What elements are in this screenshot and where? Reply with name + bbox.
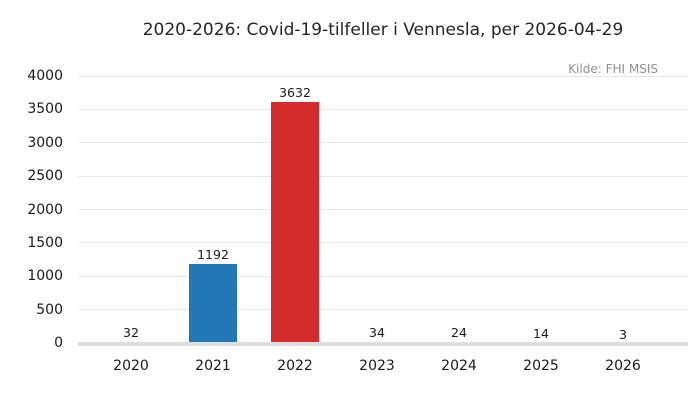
x-tick-label: 2026 — [605, 358, 641, 374]
bar-2022 — [271, 101, 319, 344]
bar-value-label: 32 — [123, 324, 139, 340]
gridline — [78, 142, 688, 144]
y-tick-label: 3000 — [27, 134, 63, 151]
gridline — [78, 309, 688, 311]
gridline — [78, 242, 688, 244]
x-tick-label: 2024 — [441, 358, 477, 374]
chart-title: 2020-2026: Covid-19-tilfeller i Vennesla… — [142, 20, 624, 40]
gridline — [78, 275, 688, 277]
y-tick-label: 3500 — [27, 101, 63, 118]
bar-value-label: 3632 — [279, 84, 311, 100]
x-tick-label: 2022 — [277, 358, 313, 374]
x-axis-line — [78, 341, 688, 346]
gridline — [78, 175, 688, 177]
y-tick-label: 500 — [36, 301, 63, 318]
gridline — [78, 108, 688, 110]
bar-value-label: 3 — [619, 326, 627, 342]
y-tick-label: 2000 — [27, 201, 63, 218]
bar-value-label: 34 — [369, 324, 385, 340]
y-tick-label: 4000 — [27, 68, 63, 84]
x-tick-label: 2025 — [523, 358, 559, 374]
y-tick-label: 1000 — [27, 268, 63, 285]
bar-value-label: 1192 — [197, 247, 229, 263]
bar-2021 — [189, 264, 237, 344]
x-tick-label: 2020 — [113, 358, 149, 374]
y-tick-label: 0 — [54, 335, 63, 351]
y-tick-label: 1500 — [27, 234, 63, 251]
x-tick-label: 2021 — [195, 358, 231, 374]
gridline — [78, 75, 688, 77]
bar-value-label: 14 — [533, 326, 549, 342]
gridline — [78, 209, 688, 210]
x-tick-label: 2023 — [359, 358, 395, 374]
bar-value-label: 24 — [451, 325, 467, 341]
y-tick-label: 2500 — [27, 168, 63, 185]
source-annotation: Kilde: FHI MSIS — [568, 62, 658, 76]
